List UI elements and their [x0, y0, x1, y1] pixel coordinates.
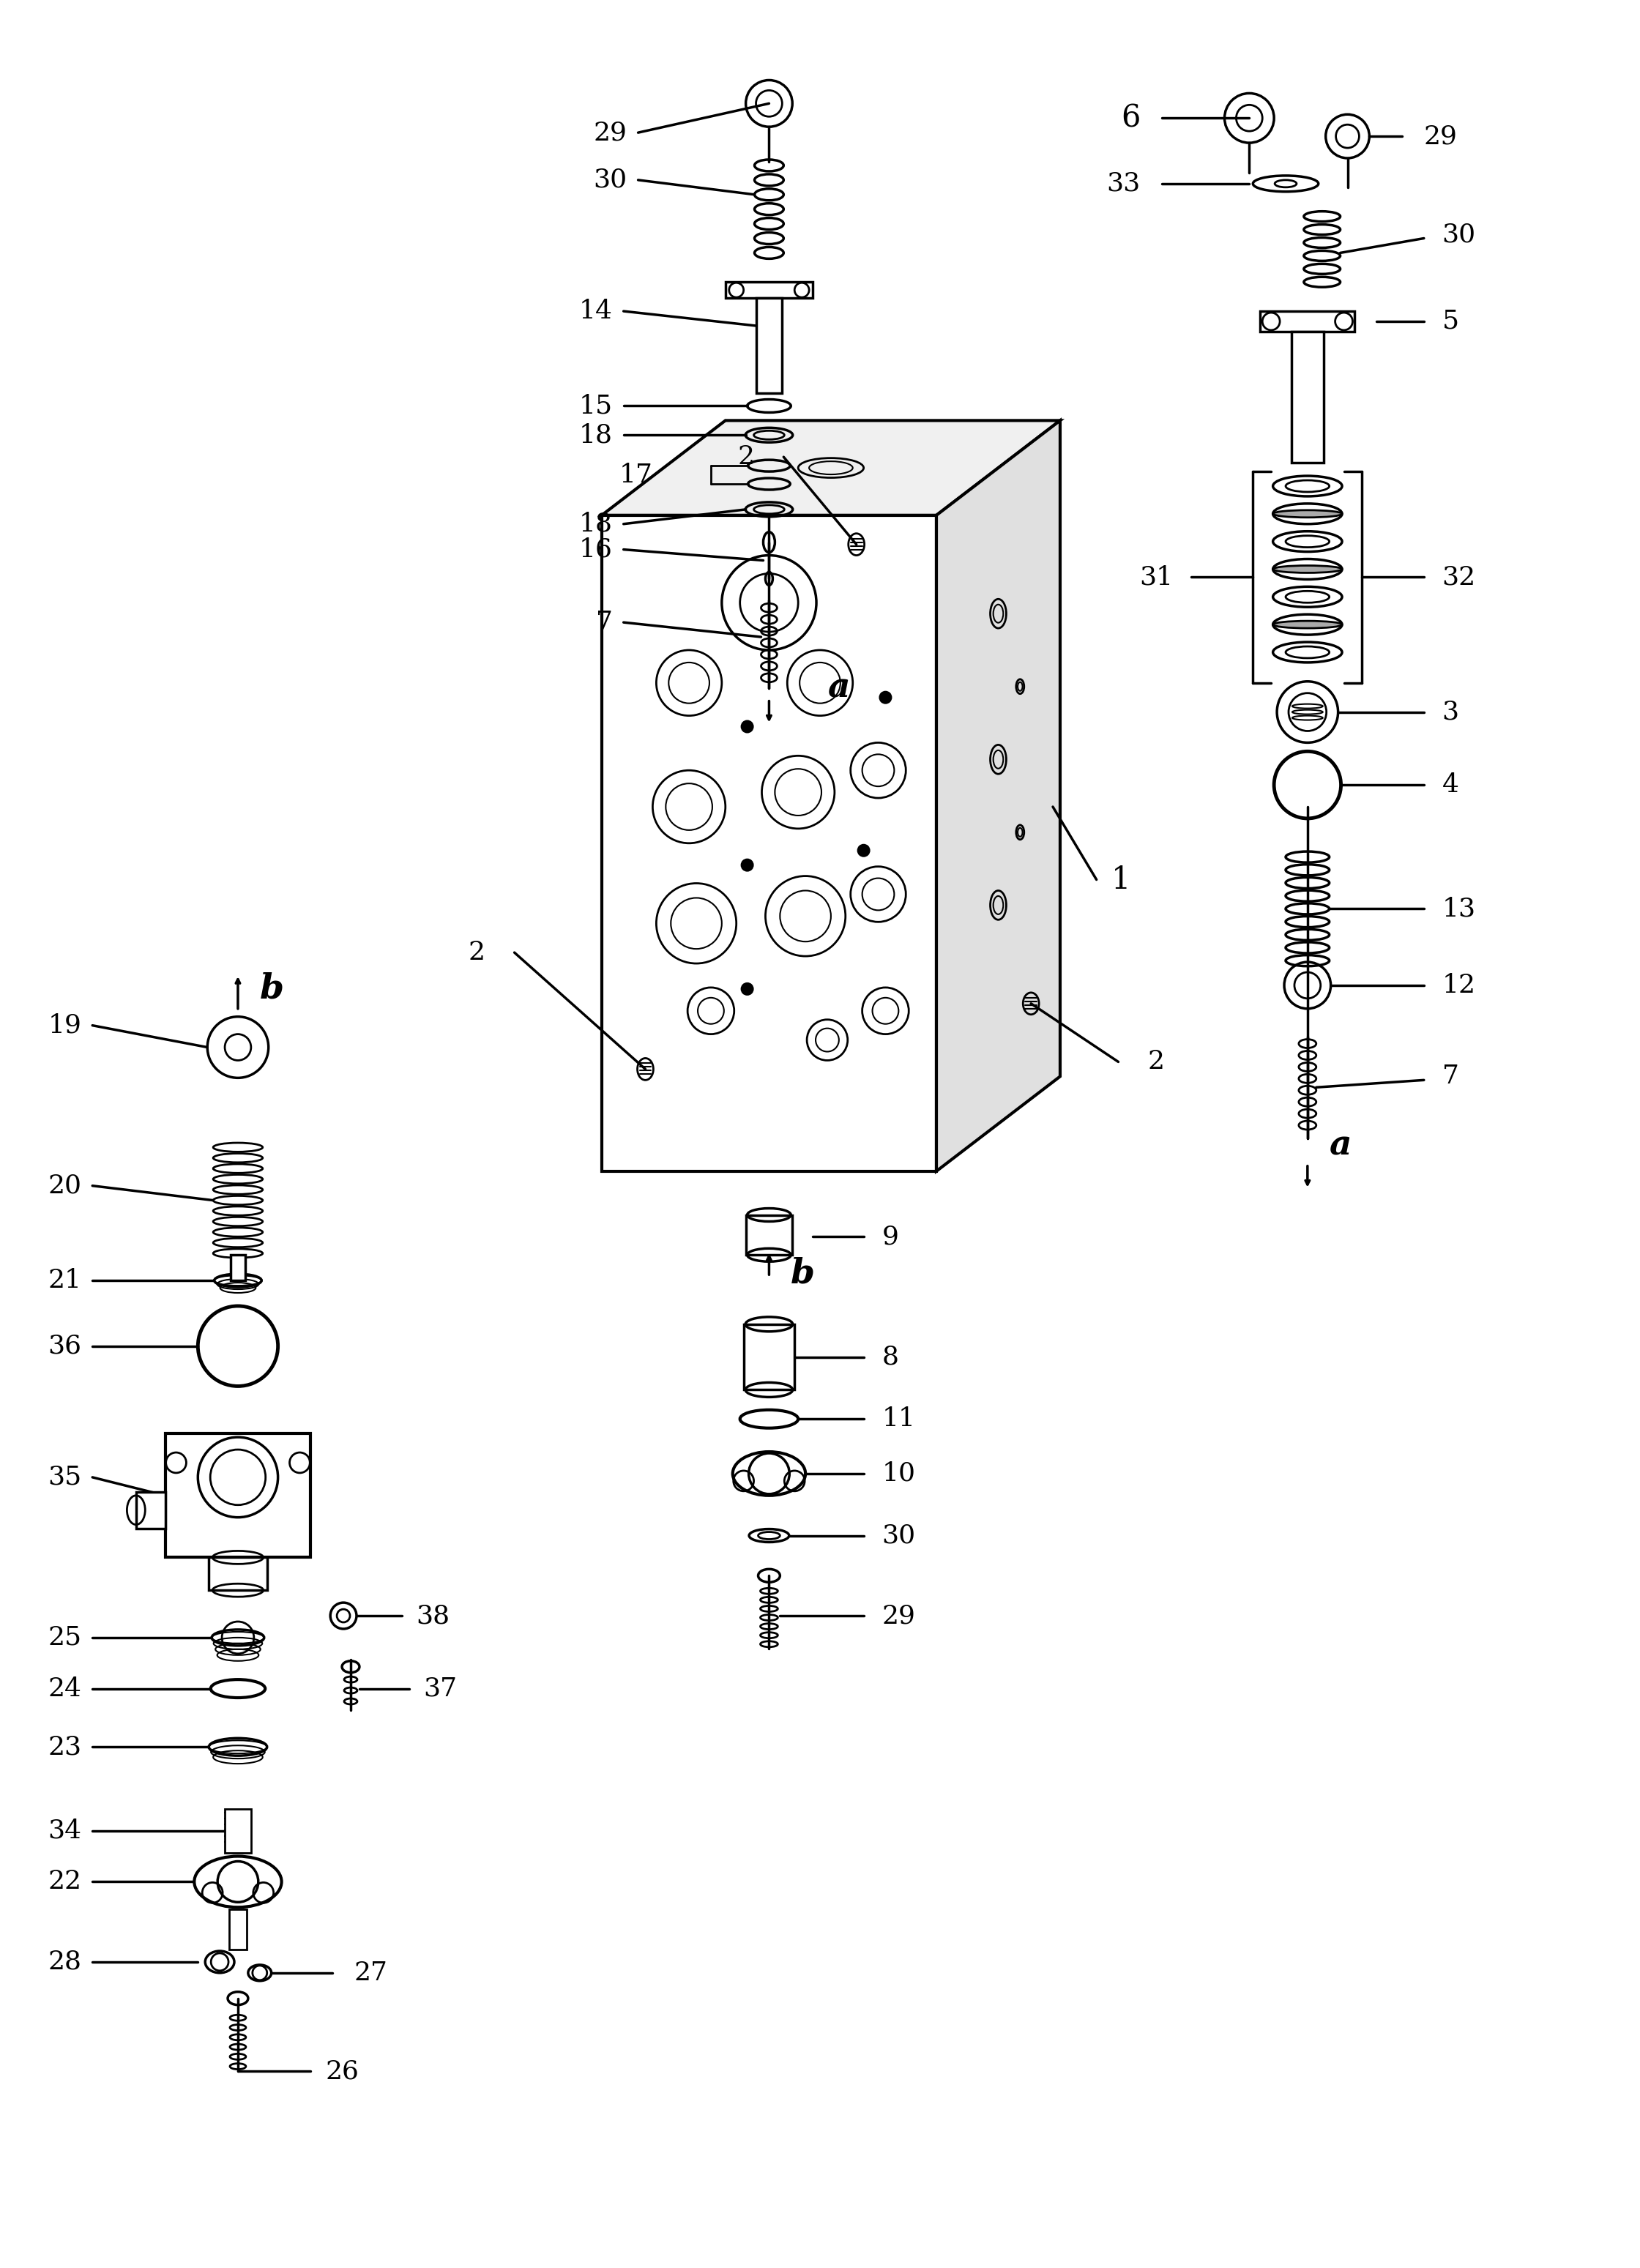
Text: 2: 2 [469, 939, 485, 964]
Text: 6: 6 [1120, 102, 1140, 134]
Text: 27: 27 [354, 1960, 389, 1984]
Text: a: a [827, 671, 850, 705]
Polygon shape [936, 420, 1059, 1170]
Bar [725, 281, 813, 297]
Text: 21: 21 [48, 1268, 82, 1293]
Text: 2: 2 [1148, 1050, 1164, 1075]
Text: 7: 7 [1442, 1064, 1460, 1089]
Ellipse shape [1273, 565, 1342, 574]
Text: 10: 10 [882, 1461, 915, 1486]
Text: 23: 23 [48, 1735, 82, 1760]
Text: 1: 1 [1110, 864, 1130, 896]
Ellipse shape [215, 1275, 261, 1286]
Text: 14: 14 [579, 299, 613, 324]
Ellipse shape [194, 1855, 282, 1907]
Text: a: a [1330, 1129, 1351, 1163]
Text: 32: 32 [1442, 565, 1476, 590]
Text: 25: 25 [48, 1626, 82, 1651]
Polygon shape [602, 515, 936, 1170]
Text: 11: 11 [882, 1406, 915, 1431]
Text: 17: 17 [618, 463, 653, 488]
Text: 8: 8 [882, 1345, 899, 1370]
Text: 18: 18 [579, 513, 613, 538]
Text: 9: 9 [882, 1225, 899, 1250]
Text: 34: 34 [48, 1819, 82, 1844]
Text: 26: 26 [325, 2059, 359, 2084]
Text: 18: 18 [579, 422, 613, 447]
Text: 19: 19 [48, 1014, 82, 1039]
Text: 30: 30 [1442, 222, 1476, 247]
Text: 16: 16 [579, 538, 613, 562]
Circle shape [730, 284, 743, 297]
Text: 2: 2 [738, 445, 754, 469]
Circle shape [741, 982, 753, 996]
Ellipse shape [1273, 510, 1342, 517]
Text: 5: 5 [1442, 308, 1460, 333]
Text: 12: 12 [1442, 973, 1476, 998]
Circle shape [858, 844, 869, 857]
Bar [1260, 311, 1355, 331]
Text: 30: 30 [882, 1524, 915, 1549]
Text: 38: 38 [417, 1603, 449, 1628]
Text: 24: 24 [48, 1676, 82, 1701]
Text: 29: 29 [594, 120, 626, 145]
Text: b: b [790, 1256, 815, 1290]
Circle shape [879, 692, 891, 703]
Text: 36: 36 [48, 1334, 82, 1359]
Circle shape [794, 284, 809, 297]
Bar [136, 1492, 166, 1529]
Text: 13: 13 [1442, 896, 1476, 921]
Text: 29: 29 [882, 1603, 915, 1628]
Ellipse shape [733, 1452, 805, 1495]
Text: 3: 3 [1442, 699, 1460, 723]
Bar [1291, 331, 1323, 463]
Bar [756, 297, 782, 392]
Text: b: b [259, 973, 284, 1005]
Bar [230, 1910, 246, 1950]
Text: 29: 29 [1424, 125, 1458, 150]
Circle shape [741, 721, 753, 733]
Text: 37: 37 [423, 1676, 458, 1701]
Text: 28: 28 [48, 1950, 82, 1975]
Bar [231, 1254, 246, 1281]
Text: 22: 22 [48, 1869, 82, 1894]
Ellipse shape [1273, 621, 1342, 628]
Bar [166, 1433, 310, 1558]
Bar [225, 1810, 251, 1853]
Bar [746, 1216, 792, 1254]
Bar [743, 1325, 794, 1390]
Text: 15: 15 [579, 392, 613, 417]
Bar [208, 1558, 267, 1590]
Text: 20: 20 [48, 1173, 82, 1198]
Text: 30: 30 [594, 168, 626, 193]
Text: 35: 35 [48, 1465, 82, 1490]
Text: 4: 4 [1442, 773, 1460, 798]
Polygon shape [602, 420, 1059, 515]
Text: 33: 33 [1107, 170, 1140, 195]
Text: 31: 31 [1140, 565, 1173, 590]
Circle shape [741, 860, 753, 871]
Text: 7: 7 [595, 610, 613, 635]
